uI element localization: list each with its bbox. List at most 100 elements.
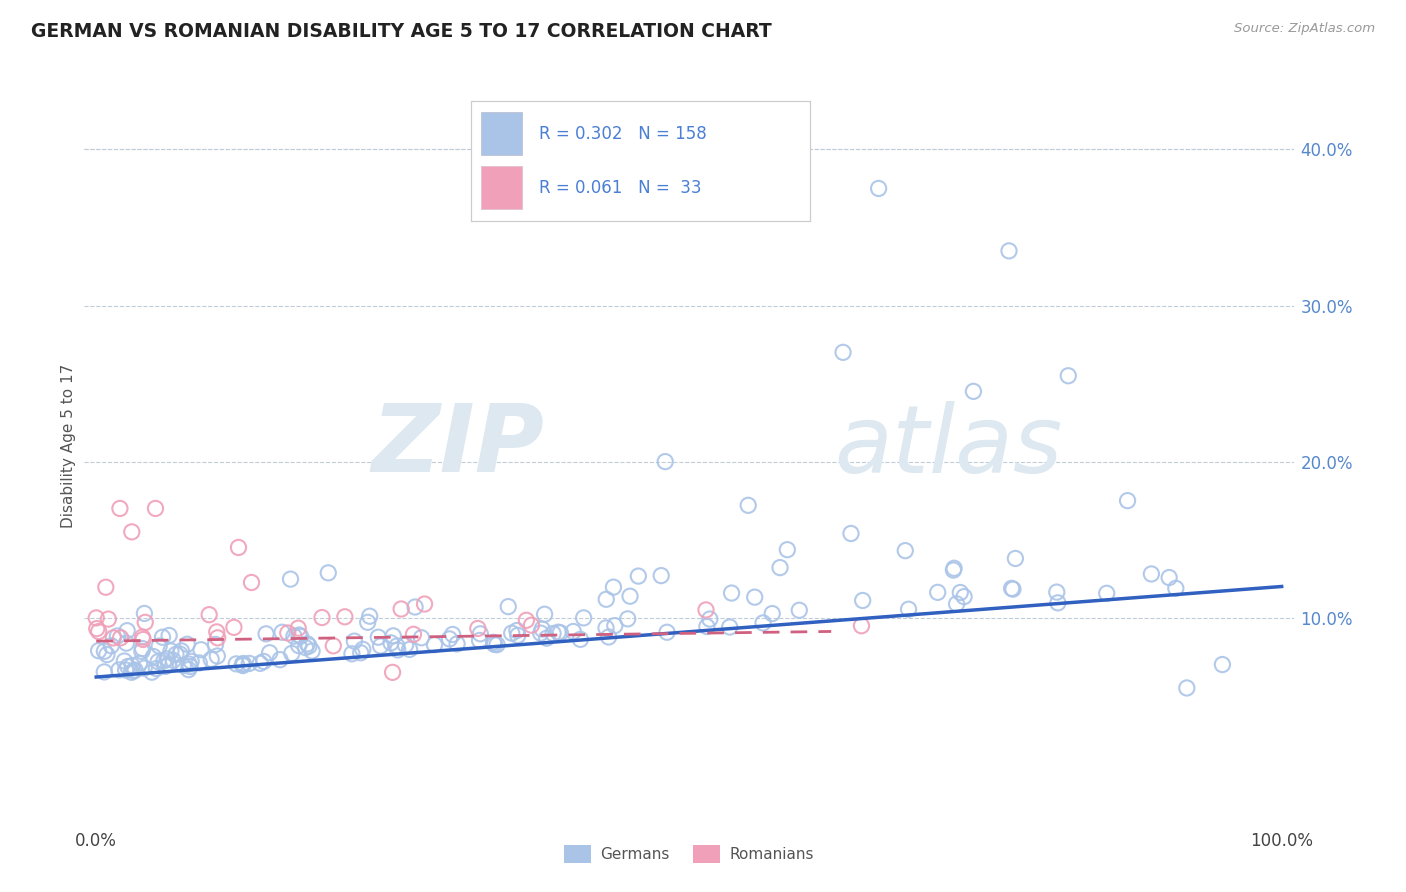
Point — [103, 631, 125, 645]
Point — [160, 644, 183, 658]
Point — [1001, 582, 1024, 596]
Point — [165, 648, 187, 662]
Point — [117, 659, 139, 673]
Text: GERMAN VS ROMANIAN DISABILITY AGE 5 TO 17 CORRELATION CHART: GERMAN VS ROMANIAN DISABILITY AGE 5 TO 1… — [31, 22, 772, 41]
Point — [287, 621, 309, 635]
Point — [294, 640, 316, 655]
Point — [602, 580, 624, 594]
Point — [1116, 493, 1139, 508]
Point — [152, 630, 174, 644]
Point — [87, 624, 110, 639]
Point — [240, 575, 263, 590]
Point — [949, 585, 972, 599]
Point — [839, 526, 862, 541]
Point — [897, 602, 920, 616]
Point — [943, 561, 966, 575]
Point — [468, 633, 491, 648]
Point — [852, 593, 875, 607]
Y-axis label: Disability Age 5 to 17: Disability Age 5 to 17 — [60, 364, 76, 528]
Point — [501, 626, 523, 640]
Point — [121, 658, 143, 673]
Point — [134, 615, 156, 630]
Point — [146, 655, 169, 669]
Point — [176, 637, 198, 651]
Point — [423, 638, 446, 652]
Point — [699, 612, 721, 626]
Point — [769, 560, 792, 574]
Point — [190, 642, 212, 657]
Point — [1046, 596, 1069, 610]
Point — [157, 628, 180, 642]
Point — [134, 661, 156, 675]
Point — [228, 541, 250, 555]
Point — [761, 607, 783, 621]
Point — [744, 590, 766, 604]
Point — [238, 657, 260, 671]
Point — [145, 662, 167, 676]
Point — [343, 634, 366, 648]
Point — [232, 657, 254, 671]
Point — [340, 647, 363, 661]
Point — [482, 635, 505, 649]
Point — [370, 639, 392, 653]
Point — [776, 542, 799, 557]
Point — [404, 599, 426, 614]
Point — [97, 612, 120, 626]
Point — [654, 455, 676, 469]
Point — [322, 639, 344, 653]
Point — [484, 637, 506, 651]
Point — [467, 622, 489, 636]
Point — [894, 543, 917, 558]
Point — [157, 657, 180, 672]
Point — [515, 613, 537, 627]
Point — [1057, 368, 1080, 383]
Point — [132, 632, 155, 647]
Point — [225, 657, 247, 671]
Point — [595, 592, 617, 607]
Point — [84, 611, 107, 625]
Point — [506, 628, 529, 642]
Point — [114, 663, 136, 677]
Point — [231, 657, 253, 672]
Point — [86, 622, 108, 636]
Point — [530, 626, 553, 640]
Point — [787, 603, 810, 617]
Point — [298, 639, 321, 653]
Point — [1046, 585, 1069, 599]
Point — [1211, 657, 1233, 672]
Point — [288, 639, 311, 653]
Point — [177, 663, 200, 677]
Point — [259, 646, 281, 660]
Point — [598, 630, 620, 644]
Point — [720, 586, 742, 600]
Point — [411, 631, 433, 645]
Point — [148, 639, 170, 653]
Point — [297, 637, 319, 651]
Point — [253, 655, 276, 669]
Point — [562, 624, 585, 639]
Point — [380, 636, 402, 650]
Point — [170, 644, 193, 658]
Point — [627, 569, 650, 583]
Point — [141, 665, 163, 680]
Point — [737, 499, 759, 513]
Point — [695, 603, 717, 617]
Point — [1001, 582, 1024, 596]
Point — [205, 624, 228, 639]
Point — [283, 629, 305, 643]
Point — [1095, 586, 1118, 600]
Point — [385, 639, 408, 653]
Point — [541, 626, 564, 640]
Point — [533, 607, 555, 622]
Point — [134, 607, 156, 621]
Point — [868, 181, 890, 195]
Point — [619, 589, 641, 603]
Legend: Germans, Romanians: Germans, Romanians — [558, 839, 820, 869]
Point — [389, 602, 412, 616]
Point — [446, 637, 468, 651]
Point — [547, 625, 569, 640]
Point — [198, 607, 221, 622]
Point — [470, 627, 492, 641]
Text: ZIP: ZIP — [371, 400, 544, 492]
Point — [942, 563, 965, 577]
